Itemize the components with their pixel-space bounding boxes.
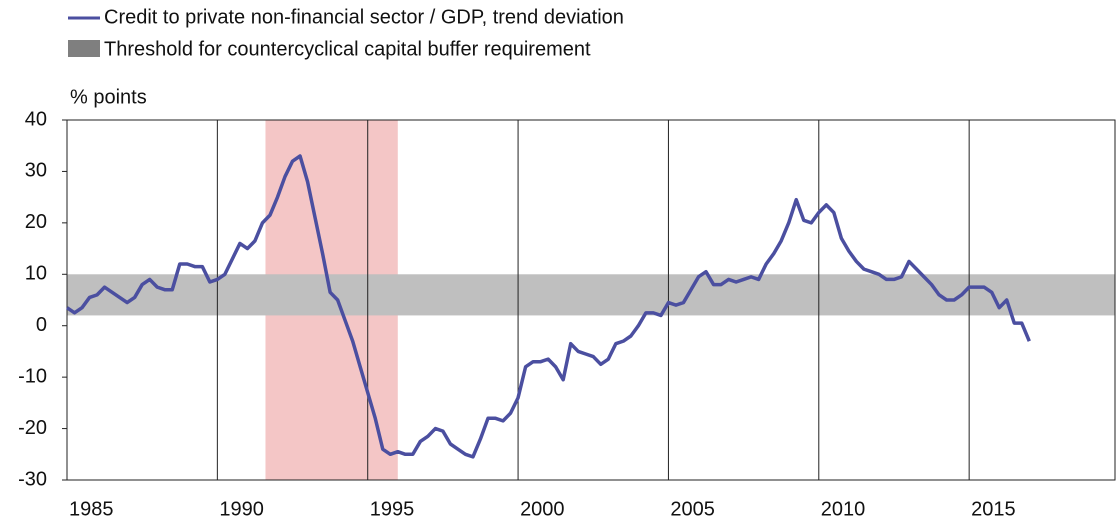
y-tick-label: -10 bbox=[18, 365, 47, 387]
threshold-band bbox=[67, 274, 1115, 316]
y-tick-label: 0 bbox=[36, 314, 47, 336]
legend-label: Credit to private non-financial sector /… bbox=[104, 6, 624, 28]
plot-frame bbox=[66, 119, 1116, 481]
y-tick-label: 40 bbox=[25, 108, 47, 130]
y-tick-label: 30 bbox=[25, 160, 47, 182]
x-tick-label: 2005 bbox=[670, 498, 715, 520]
y-axis-label: % points bbox=[70, 86, 147, 108]
y-tick-label: -30 bbox=[18, 468, 47, 490]
x-tick-label: 1985 bbox=[69, 498, 114, 520]
legend-swatch bbox=[68, 40, 100, 57]
y-tick-label: -20 bbox=[18, 417, 47, 439]
y-tick-label: 10 bbox=[25, 263, 47, 285]
x-tick-label: 2010 bbox=[821, 498, 866, 520]
data-line bbox=[66, 154, 1031, 459]
legend-label: Threshold for countercyclical capital bu… bbox=[104, 38, 591, 60]
x-tick-label: 2015 bbox=[971, 498, 1016, 520]
x-tick-label: 1995 bbox=[370, 498, 415, 520]
x-tick-label: 1990 bbox=[219, 498, 264, 520]
y-tick-label: 20 bbox=[25, 211, 47, 233]
x-tick-label: 2000 bbox=[520, 498, 565, 520]
